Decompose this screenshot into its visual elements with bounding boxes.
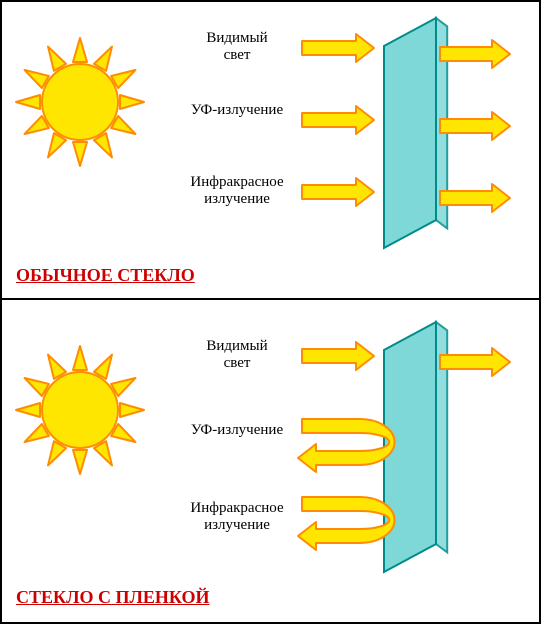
radiation-label: Видимыйсвет xyxy=(167,30,307,63)
radiation-label: УФ-излучение xyxy=(167,102,307,119)
title-regular-glass: ОБЫЧНОЕ СТЕКЛО xyxy=(16,265,195,286)
radiation-label: Видимыйсвет xyxy=(167,338,307,371)
diagram-frame: Видимыйсвет УФ-излучение Инфракрасноеизлуч… xyxy=(0,0,541,626)
radiation-label: УФ-излучение xyxy=(167,422,307,439)
panel-top-svg: Видимыйсвет УФ-излучение Инфракрасноеизлуч… xyxy=(2,2,541,302)
panel-regular-glass: Видимыйсвет УФ-излучение Инфракрасноеизлуч… xyxy=(0,0,541,300)
radiation-label: Инфракрасноеизлучение xyxy=(167,500,307,533)
panel-film-glass: Видимыйсвет УФ-излучение Инфракрасноеизлуч… xyxy=(0,300,541,624)
panel-bot-svg: Видимыйсвет УФ-излучение Инфракрасноеизлуч… xyxy=(2,300,541,624)
title-film-glass: СТЕКЛО С ПЛЕНКОЙ xyxy=(16,587,210,608)
radiation-label: Инфракрасноеизлучение xyxy=(167,174,307,207)
